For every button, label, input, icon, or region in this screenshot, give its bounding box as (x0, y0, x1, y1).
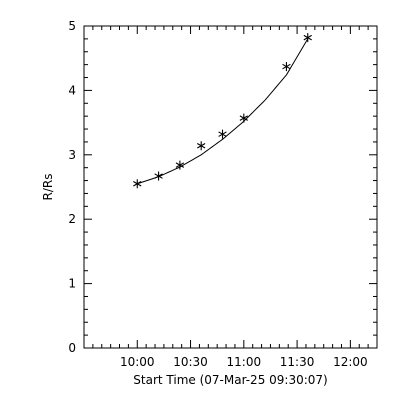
data-point (133, 179, 142, 189)
data-point (197, 141, 206, 151)
x-tick-label: 11:30 (280, 355, 315, 369)
data-point (239, 113, 249, 123)
y-tick-label: 5 (68, 19, 76, 33)
data-point (154, 171, 163, 181)
y-tick-label: 2 (68, 212, 76, 226)
data-point (282, 62, 291, 72)
y-tick-label: 1 (68, 277, 76, 291)
data-point (175, 160, 185, 170)
plot-frame (83, 25, 378, 349)
x-axis-label: Start Time (07-Mar-25 09:30:07) (133, 373, 327, 387)
y-tick-label: 3 (68, 148, 76, 162)
x-tick-label: 10:00 (120, 355, 155, 369)
x-tick-label: 11:00 (227, 355, 262, 369)
x-tick-label: 12:00 (333, 355, 368, 369)
y-tick-label: 0 (68, 341, 76, 355)
fit-line (137, 38, 309, 185)
x-tick-label: 10:30 (173, 355, 208, 369)
y-tick-label: 4 (68, 83, 76, 97)
y-axis-label: R/Rs (41, 174, 55, 201)
data-point (218, 129, 227, 139)
data-point (303, 33, 312, 43)
